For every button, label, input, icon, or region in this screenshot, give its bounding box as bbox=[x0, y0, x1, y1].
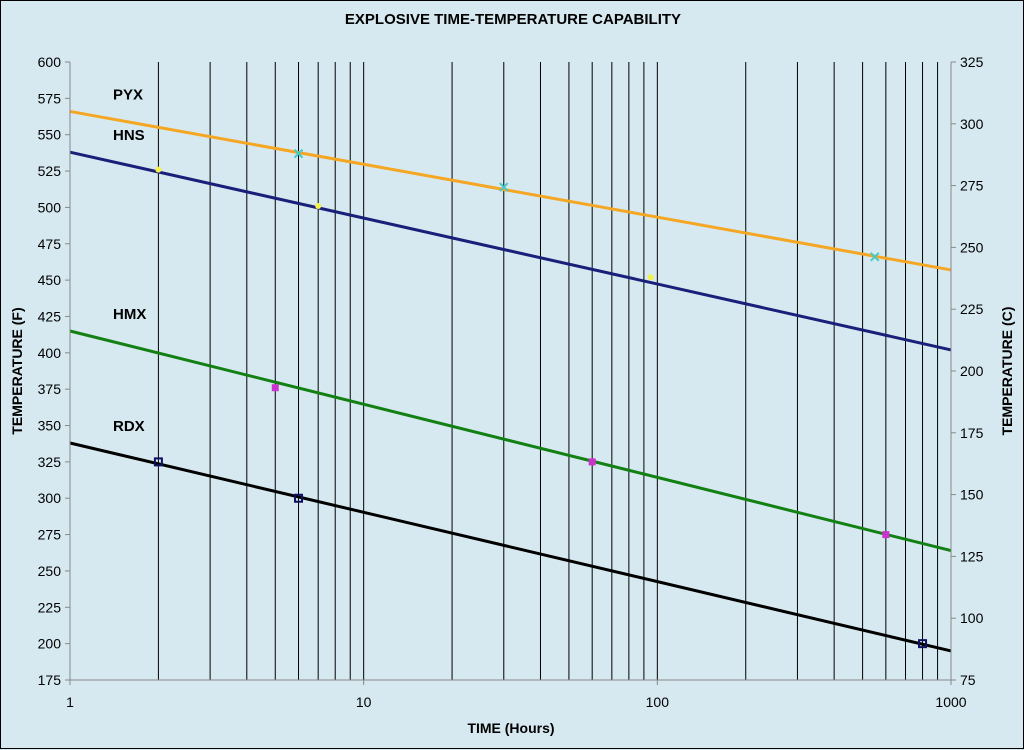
y2-tick-label: 250 bbox=[960, 239, 984, 255]
marker-hns bbox=[647, 274, 654, 281]
y2-tick-label: 150 bbox=[960, 487, 984, 503]
y-tick-label: 200 bbox=[38, 636, 62, 652]
plot-area bbox=[70, 62, 951, 680]
y2-tick-label: 200 bbox=[960, 363, 984, 379]
y2-tick-label: 175 bbox=[960, 425, 984, 441]
x-tick-label: 1 bbox=[66, 694, 74, 710]
y2-tick-label: 225 bbox=[960, 301, 984, 317]
series-label-rdx: RDX bbox=[113, 418, 145, 435]
marker-hns bbox=[155, 166, 162, 173]
x-tick-label: 100 bbox=[646, 694, 670, 710]
y-tick-label: 600 bbox=[38, 54, 62, 70]
y-tick-label: 575 bbox=[38, 90, 62, 106]
series-line-hmx bbox=[69, 329, 952, 553]
y-tick-label: 375 bbox=[38, 381, 62, 397]
marker-stroke bbox=[293, 148, 304, 159]
x-axis-label: TIME (Hours) bbox=[467, 720, 554, 736]
marker-pyx bbox=[293, 148, 304, 159]
y-tick-label: 250 bbox=[38, 563, 62, 579]
grid-lines bbox=[157, 62, 939, 680]
marker-rdx bbox=[153, 457, 163, 467]
y-tick-label: 450 bbox=[38, 272, 62, 288]
y2-tick-label: 100 bbox=[960, 610, 984, 626]
series-lines bbox=[69, 109, 952, 653]
y-tick-label: 400 bbox=[38, 345, 62, 361]
marker-stroke bbox=[870, 252, 880, 262]
x-tick-label: 1000 bbox=[935, 694, 966, 710]
series-line-rdx bbox=[69, 441, 952, 653]
marker-stroke bbox=[499, 182, 509, 192]
y-tick-label: 275 bbox=[38, 527, 62, 543]
y-axis-label: TEMPERATURE (F) bbox=[9, 307, 25, 434]
y-tick-label: 475 bbox=[38, 236, 62, 252]
marker-rdx bbox=[918, 639, 928, 649]
y-tick-label: 175 bbox=[38, 672, 62, 688]
marker-pyx bbox=[870, 252, 880, 262]
series-label-hns: HNS bbox=[113, 127, 145, 144]
y2-tick-label: 125 bbox=[960, 548, 984, 564]
x-tick-label: 10 bbox=[356, 694, 372, 710]
y-tick-label: 225 bbox=[38, 599, 62, 615]
marker-hns bbox=[315, 202, 322, 209]
y-tick-label: 300 bbox=[38, 490, 62, 506]
y2-tick-label: 75 bbox=[960, 672, 976, 688]
marker-hmx bbox=[271, 384, 279, 392]
y2-tick-label: 300 bbox=[960, 116, 984, 132]
y2-tick-label: 325 bbox=[960, 54, 984, 70]
y-tick-label: 500 bbox=[38, 199, 62, 215]
marker-pyx bbox=[499, 182, 509, 192]
y2-axis-label: TEMPERATURE (C) bbox=[999, 307, 1015, 436]
series-line-pyx bbox=[69, 109, 952, 272]
y-tick-label: 425 bbox=[38, 308, 62, 324]
y-tick-label: 350 bbox=[38, 418, 62, 434]
series-labels: PYX HNS HMX RDX bbox=[113, 86, 146, 435]
marker-rdx bbox=[294, 493, 304, 503]
axes bbox=[65, 61, 956, 685]
y-tick-label: 525 bbox=[38, 163, 62, 179]
series-markers bbox=[153, 148, 928, 649]
series-line-hns bbox=[69, 150, 952, 352]
plot-background bbox=[70, 62, 951, 680]
series-label-hmx: HMX bbox=[113, 306, 146, 323]
y-tick-label: 550 bbox=[38, 127, 62, 143]
tick-labels: 600 575 550 525 500 475 450 425 400 375 350 325 300 2… bbox=[38, 54, 984, 710]
marker-hmx bbox=[588, 458, 596, 466]
series-label-pyx: PYX bbox=[113, 86, 143, 103]
y-tick-label: 325 bbox=[38, 454, 62, 470]
y2-tick-label: 275 bbox=[960, 178, 984, 194]
marker-hmx bbox=[882, 531, 890, 539]
chart-title: EXPLOSIVE TIME-TEMPERATURE CAPABILITY bbox=[345, 11, 681, 28]
